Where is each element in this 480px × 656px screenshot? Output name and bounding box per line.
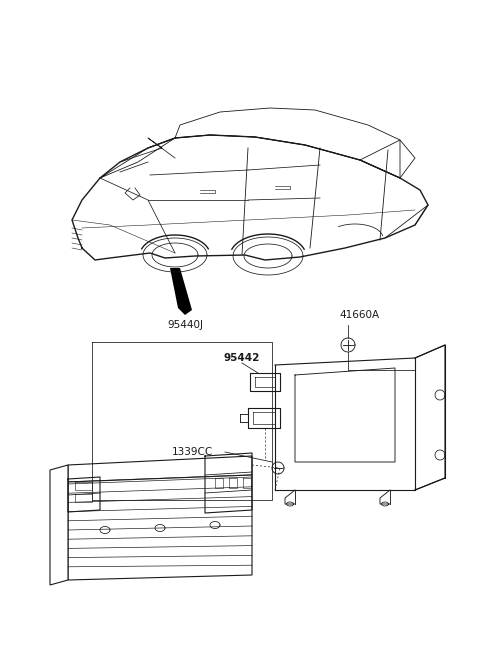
Polygon shape — [170, 268, 192, 315]
Text: 95440J: 95440J — [167, 320, 203, 330]
Polygon shape — [68, 475, 252, 580]
Text: 1339CC: 1339CC — [171, 447, 213, 457]
Text: 95442: 95442 — [224, 353, 260, 363]
Polygon shape — [68, 456, 252, 482]
Text: 41660A: 41660A — [340, 310, 380, 320]
Polygon shape — [50, 465, 68, 585]
